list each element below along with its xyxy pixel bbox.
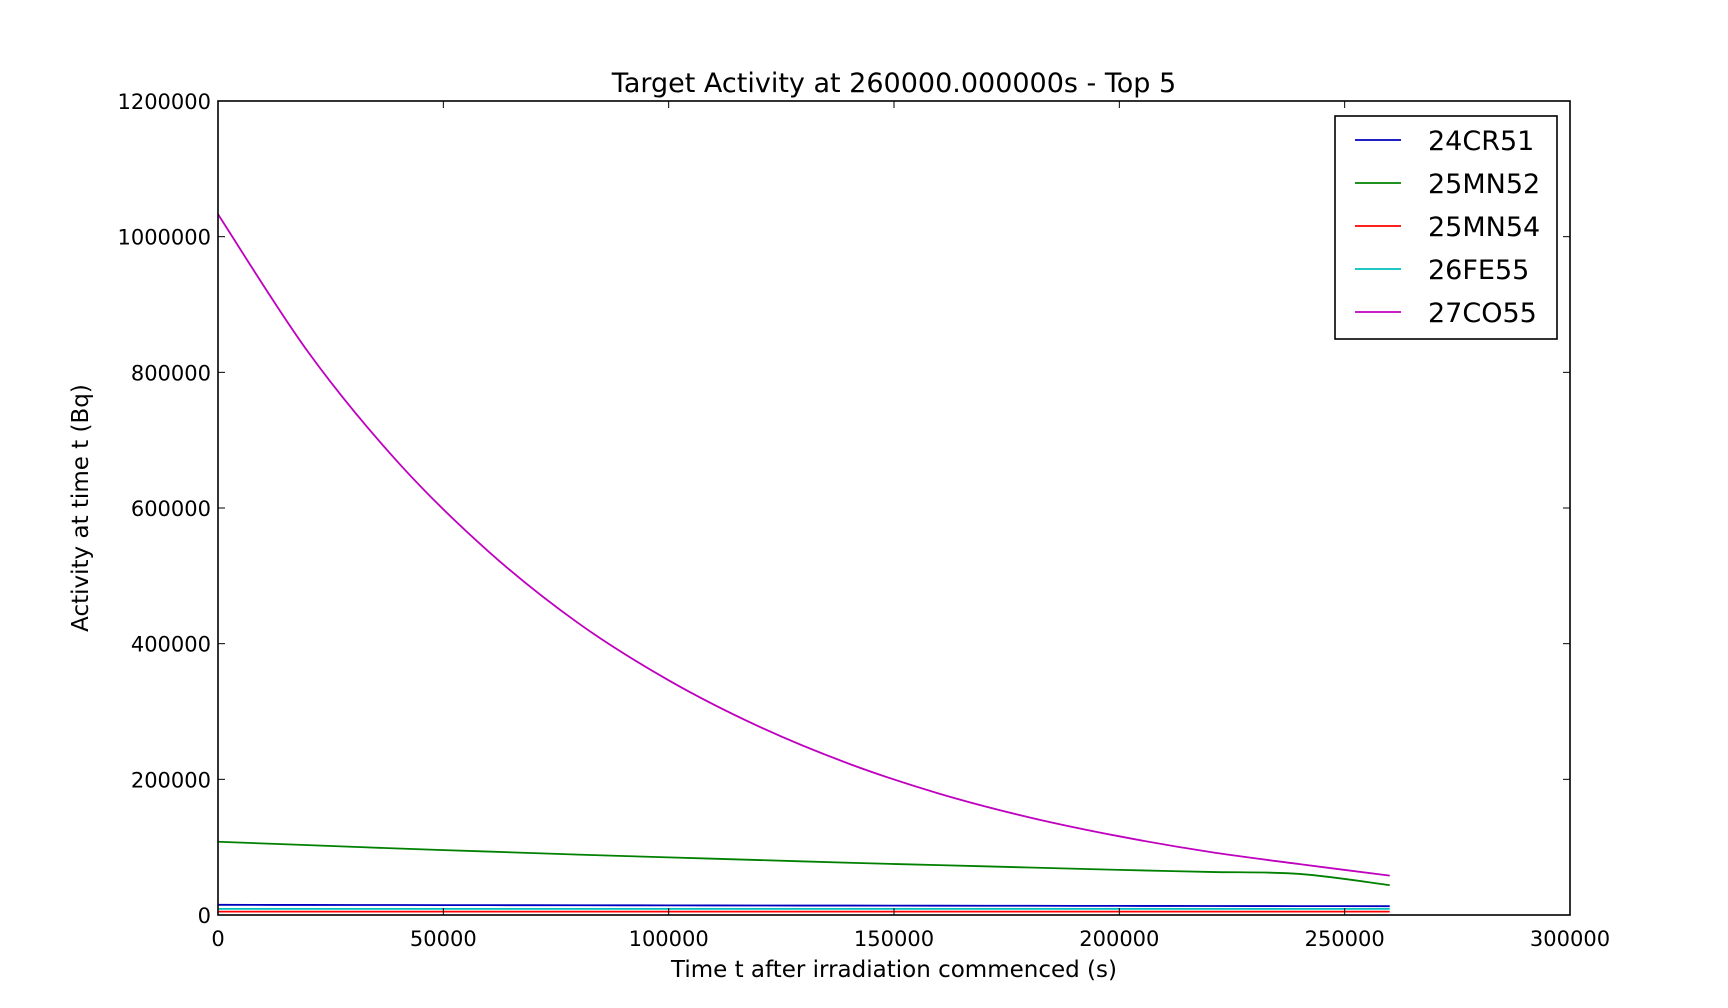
y-tick-label: 1200000 <box>117 90 211 114</box>
y-tick-label: 200000 <box>131 768 211 792</box>
x-tick-label: 300000 <box>1530 927 1610 951</box>
plot-frame <box>217 100 1571 916</box>
y-tick-label: 400000 <box>131 633 211 657</box>
x-tick-label: 150000 <box>854 927 934 951</box>
legend-box <box>1334 115 1558 340</box>
y-axis-label: Activity at time t (Bq) <box>68 384 94 632</box>
y-tick-label: 0 <box>198 904 211 928</box>
legend-label-25mn52: 25MN52 <box>1428 169 1540 200</box>
legend-label-25mn54: 25MN54 <box>1428 212 1540 243</box>
series-line-25mn52 <box>217 840 1390 887</box>
y-axis-ticks: 0 200000 400000 600000 800000 1000000 1200000 <box>117 90 1570 928</box>
chart-title: Target Activity at 260000.000000s - Top … <box>611 68 1176 99</box>
series-line-24cr51 <box>217 903 1390 908</box>
x-tick-label: 100000 <box>629 927 709 951</box>
plot-lines <box>217 213 1390 913</box>
y-tick-label: 800000 <box>131 361 211 385</box>
x-axis-ticks: 0 50000 100000 150000 200000 250000 300000 <box>211 101 1610 951</box>
legend-label-26fe55: 26FE55 <box>1428 255 1529 286</box>
legend-label-24cr51: 24CR51 <box>1428 126 1534 157</box>
x-tick-label: 0 <box>211 927 224 951</box>
legend-label-27co55: 27CO55 <box>1428 298 1537 329</box>
x-tick-label: 200000 <box>1079 927 1159 951</box>
x-tick-label: 50000 <box>410 927 477 951</box>
x-axis-label: Time t after irradiation commenced (s) <box>670 957 1117 983</box>
series-line-27co55 <box>217 213 1390 877</box>
legend: 24CR51 25MN52 25MN54 26FE55 27CO55 <box>1334 115 1558 340</box>
y-tick-label: 1000000 <box>117 226 211 250</box>
x-tick-label: 250000 <box>1305 927 1385 951</box>
y-tick-label: 600000 <box>131 497 211 521</box>
